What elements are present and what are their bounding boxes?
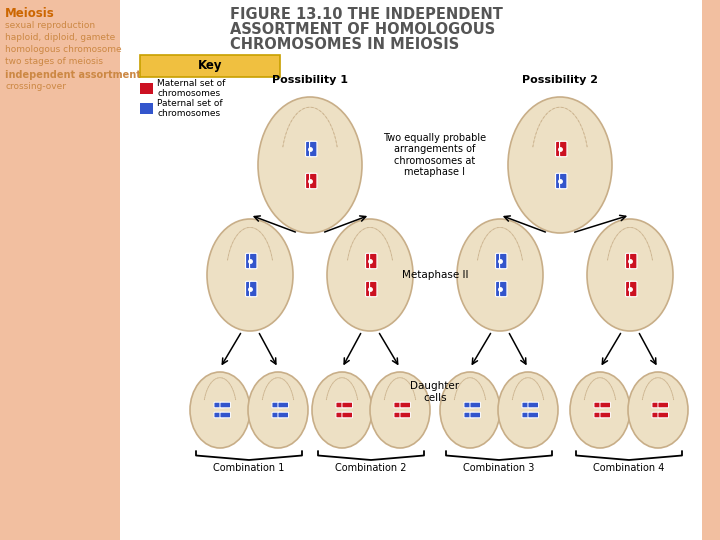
FancyBboxPatch shape [394,402,405,408]
FancyBboxPatch shape [272,402,282,408]
FancyBboxPatch shape [336,412,346,418]
FancyBboxPatch shape [400,412,410,418]
FancyBboxPatch shape [310,173,317,188]
FancyBboxPatch shape [250,281,257,296]
FancyBboxPatch shape [522,412,533,418]
Text: Possibility 2: Possibility 2 [522,75,598,85]
FancyBboxPatch shape [652,412,662,418]
FancyBboxPatch shape [594,412,605,418]
FancyBboxPatch shape [214,412,225,418]
FancyBboxPatch shape [220,412,230,418]
FancyBboxPatch shape [366,281,373,296]
FancyBboxPatch shape [305,173,313,188]
FancyBboxPatch shape [658,402,669,408]
Text: Two equally probable
arrangements of
chromosomes at
metaphase I: Two equally probable arrangements of chr… [384,133,487,178]
FancyBboxPatch shape [140,55,280,77]
Ellipse shape [498,372,558,448]
FancyBboxPatch shape [528,402,539,408]
Ellipse shape [628,372,688,448]
Ellipse shape [587,219,673,331]
FancyBboxPatch shape [559,141,567,157]
Ellipse shape [327,219,413,331]
Text: sexual reproduction: sexual reproduction [5,21,95,30]
FancyBboxPatch shape [652,402,662,408]
FancyBboxPatch shape [278,402,289,408]
FancyBboxPatch shape [220,402,230,408]
FancyBboxPatch shape [342,412,353,418]
FancyBboxPatch shape [594,402,605,408]
FancyBboxPatch shape [500,253,507,269]
FancyBboxPatch shape [559,173,567,188]
FancyBboxPatch shape [369,281,377,296]
Text: two stages of meiosis: two stages of meiosis [5,57,103,66]
FancyBboxPatch shape [600,412,611,418]
FancyBboxPatch shape [250,253,257,269]
FancyBboxPatch shape [342,402,353,408]
Text: Meiosis: Meiosis [5,7,55,20]
Ellipse shape [258,97,362,233]
Ellipse shape [457,219,543,331]
Text: Paternal set of
chromosomes: Paternal set of chromosomes [157,99,222,118]
Text: Combination 3: Combination 3 [463,463,535,473]
Text: homologous chromosome: homologous chromosome [5,45,122,54]
FancyBboxPatch shape [278,412,289,418]
FancyBboxPatch shape [310,141,317,157]
FancyBboxPatch shape [500,281,507,296]
Bar [0,0,120,540]
Text: Daughter
cells: Daughter cells [410,381,459,403]
FancyBboxPatch shape [495,281,503,296]
FancyBboxPatch shape [394,412,405,418]
FancyBboxPatch shape [246,281,253,296]
FancyBboxPatch shape [464,402,474,408]
Ellipse shape [207,219,293,331]
FancyBboxPatch shape [464,412,474,418]
Text: Possibility 1: Possibility 1 [272,75,348,85]
Ellipse shape [370,372,430,448]
Text: Combination 1: Combination 1 [213,463,284,473]
FancyBboxPatch shape [600,402,611,408]
Text: haploid, diploid, gamete: haploid, diploid, gamete [5,33,115,42]
Text: Combination 4: Combination 4 [593,463,665,473]
Ellipse shape [248,372,308,448]
FancyBboxPatch shape [272,412,282,418]
FancyBboxPatch shape [470,412,480,418]
FancyBboxPatch shape [140,103,153,114]
FancyBboxPatch shape [629,253,637,269]
FancyBboxPatch shape [305,141,313,157]
FancyBboxPatch shape [556,141,563,157]
Ellipse shape [508,97,612,233]
Text: CHROMOSOMES IN MEIOSIS: CHROMOSOMES IN MEIOSIS [230,37,459,52]
Text: Metaphase II: Metaphase II [402,270,468,280]
FancyBboxPatch shape [658,412,669,418]
FancyBboxPatch shape [556,173,563,188]
Ellipse shape [440,372,500,448]
FancyBboxPatch shape [400,402,410,408]
FancyBboxPatch shape [369,253,377,269]
FancyBboxPatch shape [626,281,633,296]
FancyBboxPatch shape [214,402,225,408]
Text: crossing-over: crossing-over [5,82,66,91]
FancyBboxPatch shape [246,253,253,269]
Text: Combination 2: Combination 2 [336,463,407,473]
Text: Key: Key [198,59,222,72]
Text: Maternal set of
chromosomes: Maternal set of chromosomes [157,79,225,98]
FancyBboxPatch shape [336,402,346,408]
FancyBboxPatch shape [629,281,637,296]
Ellipse shape [570,372,630,448]
FancyBboxPatch shape [528,412,539,418]
FancyBboxPatch shape [470,402,480,408]
Bar [702,0,720,540]
FancyBboxPatch shape [522,402,533,408]
FancyBboxPatch shape [140,83,153,94]
Text: ASSORTMENT OF HOMOLOGOUS: ASSORTMENT OF HOMOLOGOUS [230,22,495,37]
Text: independent assortment: independent assortment [5,70,141,80]
Text: FIGURE 13.10 THE INDEPENDENT: FIGURE 13.10 THE INDEPENDENT [230,7,503,22]
Ellipse shape [312,372,372,448]
FancyBboxPatch shape [366,253,373,269]
FancyBboxPatch shape [626,253,633,269]
FancyBboxPatch shape [495,253,503,269]
Ellipse shape [190,372,250,448]
